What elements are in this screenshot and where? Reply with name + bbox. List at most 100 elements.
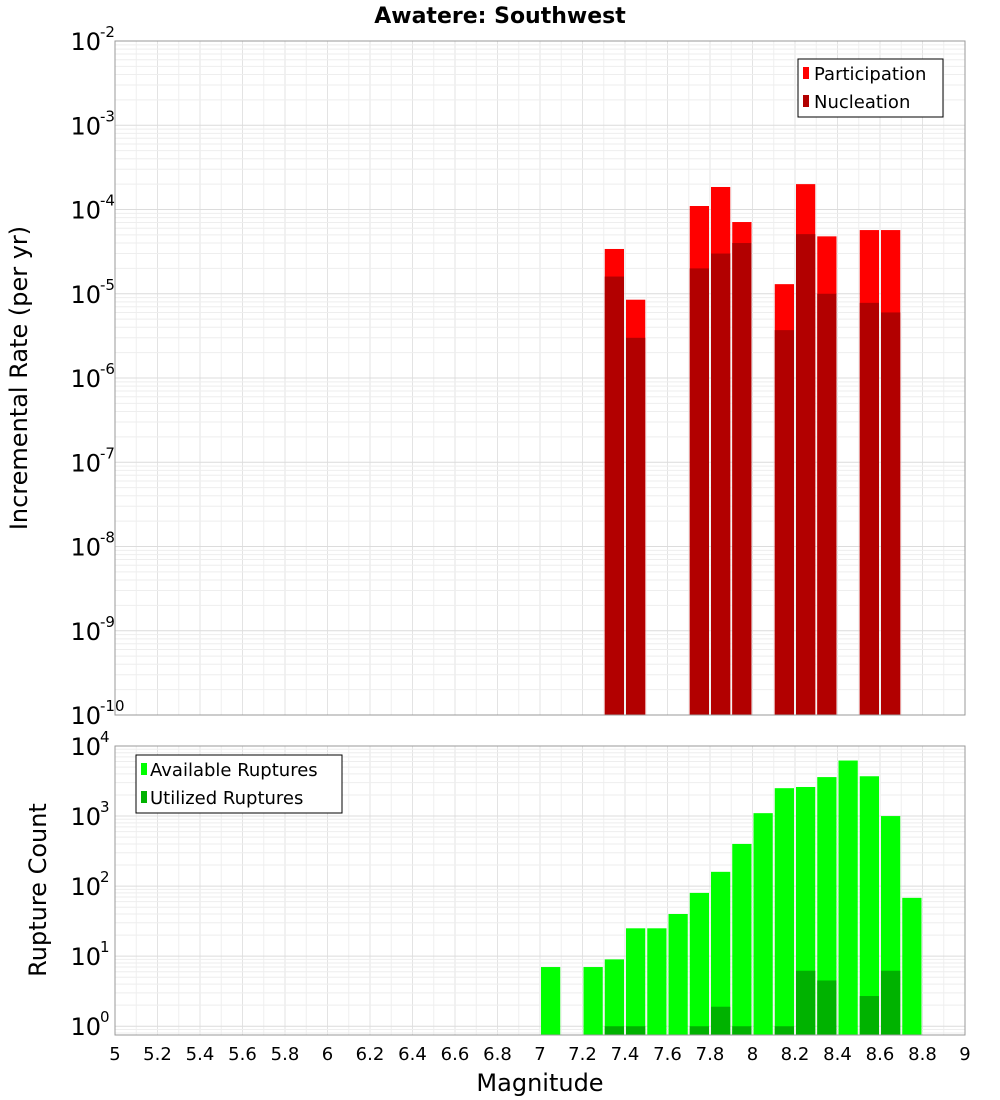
- count-bar-available-ruptures: [711, 871, 731, 1035]
- count-bar-available-ruptures: [732, 843, 752, 1035]
- count-bar-available-ruptures: [541, 967, 561, 1035]
- available-legend-swatch: [141, 763, 147, 775]
- rate-bar-nucleation: [774, 330, 794, 715]
- utilized-legend-swatch: [141, 791, 147, 803]
- rate-y-tick-base: 10: [70, 112, 101, 140]
- rate-y-tick-base: 10: [70, 702, 101, 730]
- count-bar-utilized-ruptures: [859, 996, 879, 1035]
- count-bar-available-ruptures: [626, 928, 646, 1035]
- count-bar-utilized-ruptures: [732, 1026, 752, 1035]
- x-axis-label: Magnitude: [476, 1069, 603, 1097]
- count-bar-utilized-ruptures: [689, 1026, 709, 1035]
- count-y-tick-base: 10: [70, 1013, 101, 1041]
- count-bar-utilized-ruptures: [817, 980, 837, 1035]
- rate-bar-nucleation: [817, 293, 837, 715]
- rate-legend-box: [797, 58, 944, 118]
- count-y-tick-exponent: 1: [100, 938, 110, 956]
- x-tick-label: 7.8: [696, 1044, 725, 1065]
- count-y-tick-base: 10: [70, 733, 101, 761]
- x-tick-label: 7.6: [653, 1044, 682, 1065]
- rate-y-axis-label: Incremental Rate (per yr): [5, 226, 33, 530]
- rate-legend: Participation Nucleation: [797, 58, 944, 118]
- rate-y-tick-exponent: -7: [100, 444, 115, 462]
- rate-y-tick-exponent: -6: [100, 360, 115, 378]
- count-bar-utilized-ruptures: [711, 1006, 731, 1035]
- rate-y-tick-exponent: -9: [100, 613, 115, 631]
- x-tick-label: 6: [322, 1044, 333, 1065]
- rate-y-tick-base: 10: [70, 197, 101, 225]
- count-bar-available-ruptures: [774, 788, 794, 1035]
- x-tick-label: 8.6: [866, 1044, 895, 1065]
- count-bar-utilized-ruptures: [604, 1026, 624, 1035]
- rate-bar-nucleation: [604, 276, 624, 715]
- count-bar-available-ruptures: [604, 959, 624, 1035]
- x-tick-label: 5.8: [271, 1044, 300, 1065]
- count-y-tick-exponent: 0: [100, 1008, 110, 1026]
- rate-bar-nucleation: [859, 302, 879, 715]
- x-tick-label: 5.6: [228, 1044, 257, 1065]
- rate-bar-nucleation: [626, 337, 646, 715]
- count-y-tick-base: 10: [70, 873, 101, 901]
- count-bar-available-ruptures: [753, 813, 773, 1035]
- rate-y-tick-base: 10: [70, 28, 101, 56]
- x-tick-label: 8.4: [823, 1044, 852, 1065]
- rate-bar-nucleation: [732, 243, 752, 716]
- rate-bars: [604, 184, 901, 716]
- rate-bar-nucleation: [711, 253, 731, 715]
- participation-legend-swatch: [803, 67, 809, 79]
- count-bar-utilized-ruptures: [626, 1026, 646, 1035]
- x-tick-label: 9: [959, 1044, 970, 1065]
- available-legend-label: Available Ruptures: [150, 760, 318, 781]
- count-bars: [541, 760, 922, 1035]
- rate-bar-nucleation: [796, 234, 816, 715]
- rate-y-tick-exponent: -2: [100, 23, 115, 41]
- x-tick-label: 7: [534, 1044, 545, 1065]
- count-bar-available-ruptures: [902, 897, 922, 1035]
- x-tick-label: 7.2: [568, 1044, 597, 1065]
- count-bar-utilized-ruptures: [774, 1026, 794, 1035]
- x-tick-label: 8: [747, 1044, 758, 1065]
- rate-y-tick-exponent: -10: [100, 697, 125, 715]
- utilized-legend-label: Utilized Ruptures: [150, 788, 303, 809]
- count-bar-utilized-ruptures: [881, 970, 901, 1035]
- rate-y-tick-base: 10: [70, 618, 101, 646]
- count-legend: Available Ruptures Utilized Ruptures: [135, 754, 343, 814]
- x-tick-label: 5.4: [186, 1044, 215, 1065]
- count-bar-available-ruptures: [817, 777, 837, 1035]
- x-tick-label: 6.4: [398, 1044, 427, 1065]
- count-bar-available-ruptures: [689, 892, 709, 1035]
- x-tick-label: 8.2: [781, 1044, 810, 1065]
- rate-y-tick-base: 10: [70, 534, 101, 562]
- rate-y-tick-exponent: -8: [100, 529, 115, 547]
- x-tick-label: 8.8: [908, 1044, 937, 1065]
- x-tick-label: 6.8: [483, 1044, 512, 1065]
- count-bar-available-ruptures: [647, 928, 667, 1035]
- rate-bar-nucleation: [881, 312, 901, 715]
- count-bar-available-ruptures: [838, 760, 858, 1035]
- participation-legend-label: Participation: [814, 64, 926, 85]
- rate-y-tick-exponent: -3: [100, 107, 115, 125]
- rate-y-tick-exponent: -5: [100, 276, 115, 294]
- x-tick-label: 6.6: [441, 1044, 470, 1065]
- rate-grid: [114, 40, 966, 716]
- nucleation-legend-swatch: [803, 95, 809, 107]
- count-bar-available-ruptures: [583, 967, 603, 1035]
- count-legend-box: [135, 754, 343, 814]
- count-plot-frame: [114, 745, 966, 1036]
- x-tick-label: 7.4: [611, 1044, 640, 1065]
- rate-y-tick-base: 10: [70, 365, 101, 393]
- count-y-tick-exponent: 2: [100, 868, 110, 886]
- count-bar-available-ruptures: [859, 776, 879, 1035]
- x-tick-label: 5.2: [143, 1044, 172, 1065]
- x-tick-label: 6.2: [356, 1044, 385, 1065]
- count-y-tick-exponent: 4: [100, 728, 110, 746]
- x-ticks: 5 5.2 5.4 5.6 5.8 6 6.2 6.4 6.6 6.8 7 7.2 7.4 7.6 7.8 8…: [109, 1044, 970, 1065]
- rate-y-tick-base: 10: [70, 281, 101, 309]
- chart-title: Awatere: Southwest: [374, 4, 626, 29]
- count-y-axis-label: Rupture Count: [24, 803, 52, 977]
